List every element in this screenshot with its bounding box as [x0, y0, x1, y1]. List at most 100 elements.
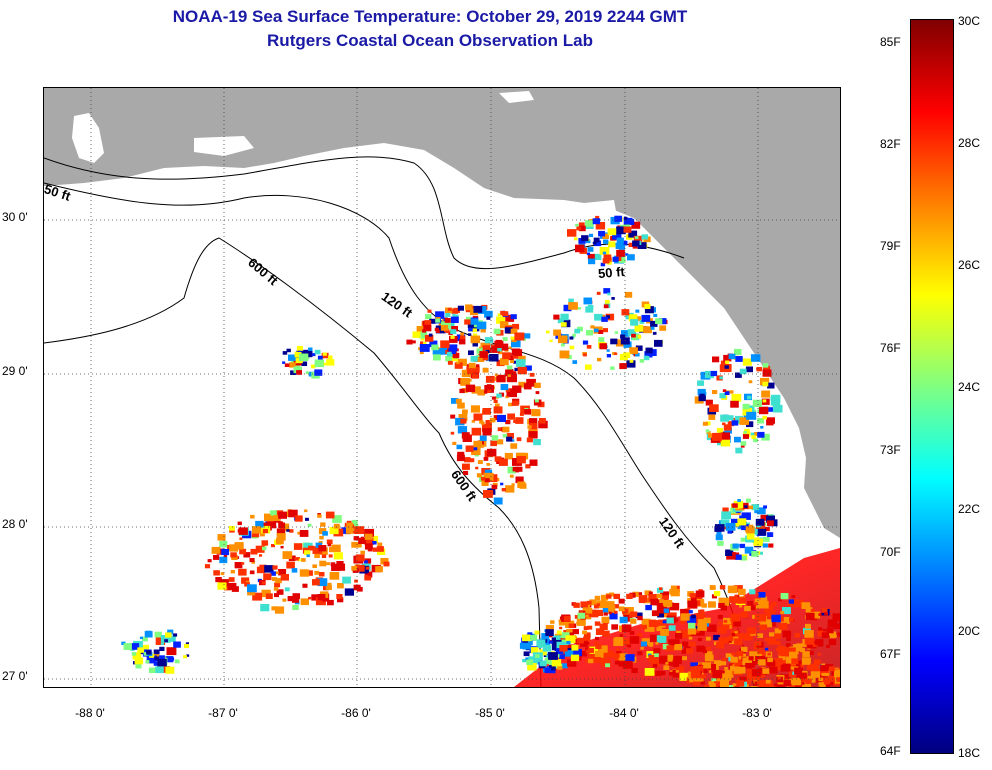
sst-pixel: [525, 464, 531, 469]
sst-pixel: [753, 538, 764, 547]
sst-pixel: [560, 313, 569, 321]
sst-pixel: [486, 384, 491, 388]
sst-pixel: [464, 457, 471, 463]
sst-pixel: [623, 226, 632, 233]
sst-pixel: [292, 593, 300, 600]
sst-pixel: [713, 591, 721, 597]
sst-pixel: [288, 509, 298, 518]
sst-pixel: [834, 623, 840, 630]
sst-pixel: [383, 561, 390, 567]
sst-pixel: [516, 437, 522, 442]
sst-pixel: [570, 654, 580, 662]
sst-pixel: [768, 620, 776, 627]
sst-pixel: [482, 408, 491, 415]
sst-pixel: [278, 569, 287, 576]
sst-pixel: [331, 563, 340, 571]
sst-pixel: [637, 633, 643, 638]
sst-pixel: [818, 613, 822, 616]
sst-pixel: [805, 623, 811, 629]
sst-pixel: [660, 629, 669, 636]
sst-pixel: [817, 630, 826, 637]
sst-pixel: [605, 300, 610, 304]
sst-pixel: [752, 674, 760, 681]
bay: [72, 113, 104, 163]
sst-pixel: [511, 483, 515, 486]
sst-pixel: [736, 680, 745, 687]
sst-pixel: [740, 556, 747, 561]
sst-pixel: [749, 604, 756, 611]
sst-pixel: [690, 670, 701, 679]
sst-pixel: [666, 645, 674, 652]
sst-pixel: [735, 447, 743, 454]
sst-pixel: [719, 393, 726, 399]
sst-pixel: [758, 406, 769, 415]
sst-pixel: [527, 632, 533, 637]
sst-pixel: [509, 474, 514, 478]
sst-pixel: [737, 499, 741, 502]
sst-pixel: [723, 354, 732, 362]
sst-pixel: [284, 363, 290, 367]
sst-pixel: [219, 556, 228, 564]
sst-pixel: [351, 519, 358, 525]
sst-pixel: [603, 304, 609, 309]
sst-pixel: [720, 519, 730, 527]
sst-pixel: [660, 591, 669, 599]
sst-pixel: [631, 667, 638, 673]
sst-pixel: [607, 228, 617, 236]
sst-pixel: [637, 651, 643, 656]
sst-pixel: [450, 431, 455, 435]
sst-pixel: [507, 389, 517, 398]
sst-pixel: [247, 584, 257, 593]
sst-pixel: [638, 592, 643, 595]
sst-pixel: [621, 309, 630, 316]
sst-pixel: [585, 647, 590, 651]
sst-pixel: [565, 635, 576, 644]
sst-pixel: [713, 660, 722, 666]
sst-pixel: [261, 581, 266, 585]
sst-pixel: [186, 654, 190, 657]
sst-pixel: [679, 672, 690, 681]
sst-pixel: [576, 226, 581, 231]
colorbar-f-label: 82F: [880, 137, 901, 151]
sst-pixel: [629, 613, 635, 618]
sst-pixel: [762, 399, 767, 403]
sst-pixel: [475, 354, 481, 359]
sst-pixel: [662, 644, 670, 650]
sst-pixel: [123, 643, 132, 650]
sst-pixel: [538, 418, 546, 424]
sst-pixel: [744, 546, 754, 554]
sst-pixel: [614, 660, 621, 665]
sst-pixel: [299, 569, 310, 577]
sst-pixel: [484, 469, 493, 476]
sst-pixel: [456, 454, 465, 462]
sst-pixel: [155, 637, 166, 645]
sst-pixel: [656, 605, 667, 614]
sst-pixel: [241, 529, 246, 533]
sst-pixel: [771, 601, 777, 607]
sst-pixel: [533, 439, 541, 446]
sst-pixel: [623, 614, 633, 622]
sst-pixel: [712, 432, 722, 441]
sst-pixel: [785, 656, 796, 665]
sst-pixel: [477, 389, 485, 396]
sst-pixel: [653, 648, 661, 654]
sst-pixel: [559, 654, 565, 660]
sst-pixel: [763, 505, 767, 509]
sst-pixel: [730, 656, 738, 663]
sst-pixel: [805, 607, 813, 613]
sst-pixel: [435, 325, 446, 334]
sst-pixel: [548, 652, 558, 660]
sst-pixel: [663, 665, 670, 670]
sst-pixel: [326, 539, 333, 545]
sst-pixel: [468, 378, 472, 382]
sst-pixel: [764, 637, 770, 642]
sst-pixel: [636, 334, 642, 339]
sst-pixel: [160, 635, 171, 643]
sst-pixel: [748, 505, 753, 510]
sst-pixel: [322, 531, 328, 536]
sst-pixel: [585, 306, 594, 313]
sst-pixel: [631, 333, 636, 338]
sst-pixel: [788, 599, 794, 604]
sst-pixel: [725, 522, 736, 531]
sst-pixel: [603, 288, 611, 294]
